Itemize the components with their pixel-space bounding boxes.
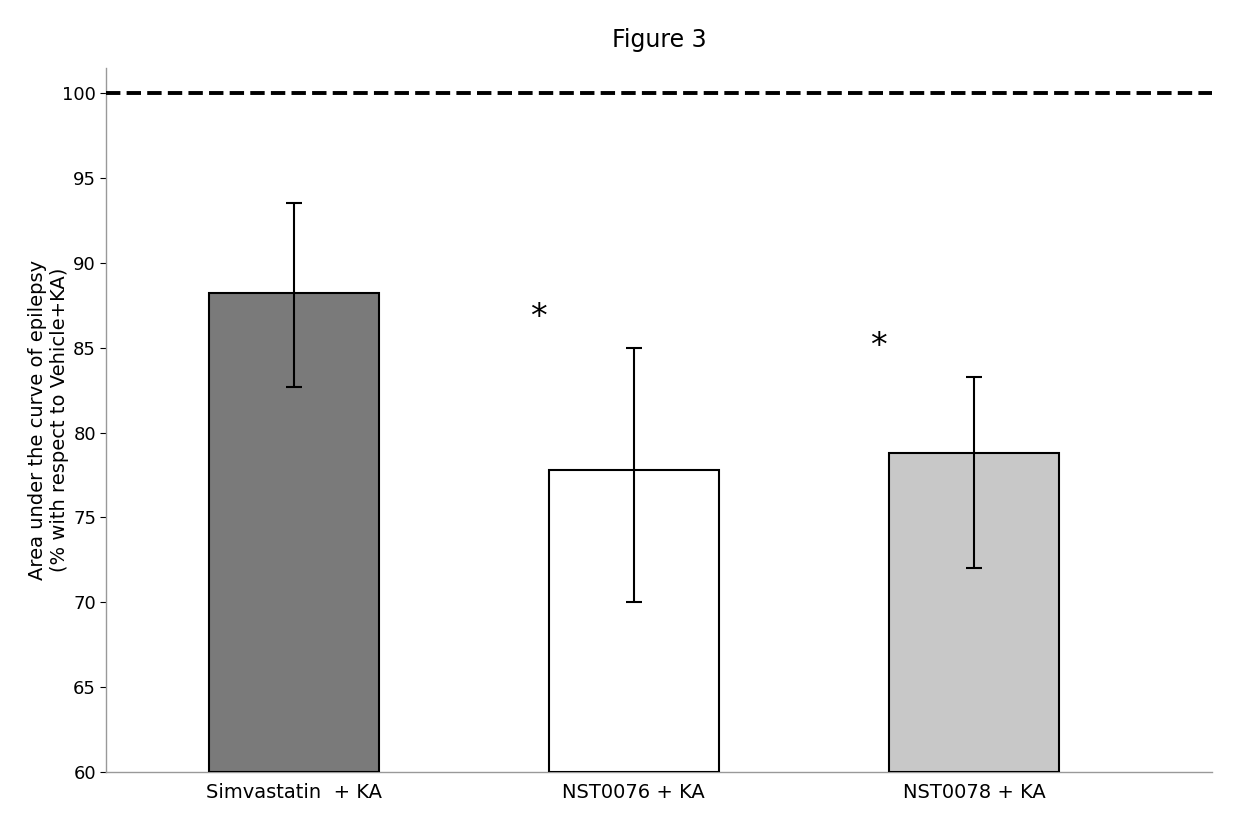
Text: *: * <box>870 330 887 363</box>
Bar <box>889 453 1059 772</box>
Bar <box>208 293 378 772</box>
Bar <box>549 470 719 772</box>
Text: *: * <box>531 301 547 334</box>
Title: Figure 3: Figure 3 <box>613 27 707 51</box>
Y-axis label: Area under the curve of epilepsy
(% with respect to Vehicle+KA): Area under the curve of epilepsy (% with… <box>27 260 68 580</box>
